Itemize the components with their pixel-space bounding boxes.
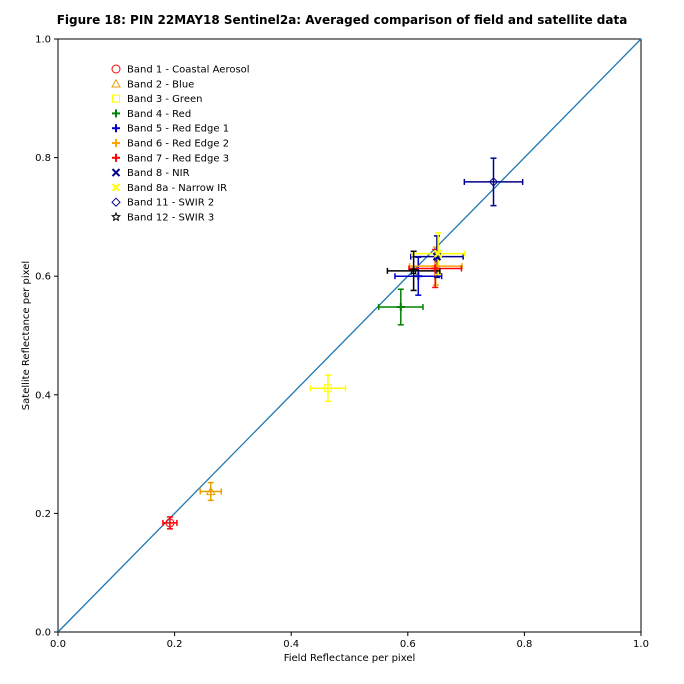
marker-layer: [165, 177, 499, 528]
data-point-3: [323, 384, 332, 393]
legend-label: Band 8a - Narrow IR: [127, 183, 227, 194]
marker-shape: [205, 486, 216, 496]
y-axis-label: Satellite Reflectance per pixel: [21, 261, 32, 410]
legend-item: Band 12 - SWIR 3: [110, 211, 214, 224]
legend-marker: [111, 78, 121, 88]
data-point-10: [488, 177, 499, 187]
marker-shape: [111, 64, 121, 74]
identity-line: [57, 38, 642, 633]
data-point-1: [165, 518, 175, 528]
legend-marker: [112, 94, 120, 103]
legend-marker: [112, 109, 120, 118]
data-point-4: [396, 303, 405, 312]
legend-marker: [112, 124, 120, 133]
legend: Band 1 - Coastal Aerosol Band 2 - Blue Ban…: [110, 64, 250, 224]
data-point-2: [205, 486, 216, 496]
legend-label: Band 1 - Coastal Aerosol: [127, 65, 250, 76]
y-tick-label: 0.4: [35, 390, 51, 401]
legend-marker: [111, 183, 121, 192]
legend-item: Band 8a - Narrow IR: [111, 183, 227, 194]
error-bar-3: [309, 374, 347, 403]
legend-marker: [112, 139, 120, 147]
legend-item: Band 3 - Green: [112, 94, 202, 105]
y-tick-label: 0.6: [35, 272, 51, 283]
marker-shape: [165, 518, 175, 528]
legend-label: Band 6 - Red Edge 2: [127, 139, 229, 150]
legend-label: Band 2 - Blue: [127, 79, 194, 90]
y-tick-label: 1.0: [35, 35, 51, 46]
legend-item: Band 2 - Blue: [111, 78, 194, 90]
legend-label: Band 4 - Red: [127, 109, 191, 120]
marker-shape: [323, 384, 332, 393]
marker-shape: [408, 265, 419, 276]
marker-shape: [433, 249, 443, 258]
legend-label: Band 7 - Red Edge 3: [127, 153, 229, 164]
legend-label: Band 5 - Red Edge 1: [127, 124, 229, 135]
legend-marker: [111, 197, 121, 207]
legend-marker: [111, 168, 121, 177]
chart-title: Figure 18: PIN 22MAY18 Sentinel2a: Avera…: [57, 13, 628, 27]
y-tick-label: 0.2: [35, 509, 51, 520]
marker-shape: [111, 168, 121, 177]
legend-item: Band 1 - Coastal Aerosol: [111, 64, 250, 76]
legend-item: Band 11 - SWIR 2: [111, 197, 214, 209]
marker-shape: [111, 78, 121, 88]
legend-label: Band 11 - SWIR 2: [127, 198, 214, 209]
data-point-5: [414, 272, 423, 281]
marker-shape: [111, 197, 121, 207]
legend-item: Band 7 - Red Edge 3: [112, 153, 229, 164]
legend-label: Band 8 - NIR: [127, 168, 190, 179]
legend-label: Band 12 - SWIR 3: [127, 213, 214, 224]
y-tick-label: 0.8: [35, 153, 51, 164]
tick-layer: 0.0 0.2 0.4 0.6 0.8 1.0 0.0 0.2 0.4 0.6 0.8 1.0: [35, 35, 649, 651]
data-point-7: [431, 264, 440, 273]
x-tick-label: 0.6: [400, 639, 416, 650]
legend-item: Band 4 - Red: [112, 109, 191, 120]
marker-shape: [110, 211, 122, 222]
legend-item: Band 5 - Red Edge 1: [112, 124, 229, 135]
error-bar-10: [463, 157, 524, 207]
marker-shape: [111, 183, 121, 192]
marker-shape: [488, 177, 499, 187]
plot-area: [57, 38, 642, 633]
legend-item: Band 8 - NIR: [111, 168, 190, 179]
legend-label: Band 3 - Green: [127, 94, 202, 105]
marker-shape: [112, 94, 120, 103]
x-tick-label: 0.2: [167, 639, 183, 650]
x-axis-label: Field Reflectance per pixel: [284, 653, 416, 664]
legend-marker: [111, 64, 121, 74]
data-point-11: [408, 265, 419, 276]
x-tick-label: 0.0: [50, 639, 66, 650]
x-tick-label: 1.0: [633, 639, 649, 650]
legend-marker: [110, 211, 122, 222]
legend-marker: [112, 153, 120, 162]
x-tick-label: 0.8: [516, 639, 532, 650]
data-point-9: [433, 249, 443, 258]
x-tick-label: 0.4: [283, 639, 299, 650]
error-bar-2: [199, 481, 222, 502]
y-tick-label: 0.0: [35, 628, 51, 639]
legend-item: Band 6 - Red Edge 2: [112, 139, 229, 150]
error-bar-11: [386, 250, 441, 292]
reference-line-layer: [57, 38, 642, 633]
